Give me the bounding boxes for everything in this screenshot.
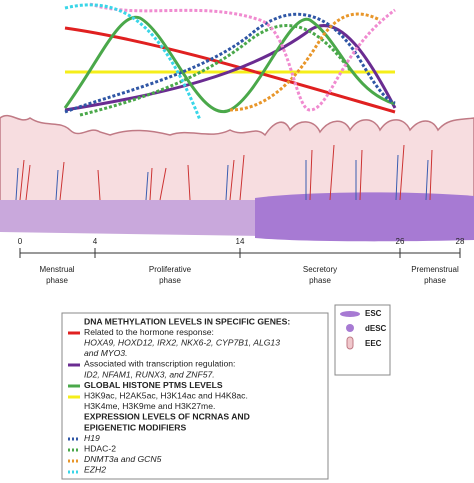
- esc-icon: [340, 311, 360, 317]
- legend-text: HOXA9, HOXD12, IRX2, NKX6-2, CYP7B1, ALG…: [84, 337, 280, 347]
- phase-label: phase: [159, 276, 181, 285]
- legend-box: [61, 312, 329, 480]
- legend-text: H3K4me, H3K9me and H3K27me.: [84, 401, 215, 411]
- phase-label: phase: [46, 276, 68, 285]
- phase-label: Secretory: [303, 265, 337, 274]
- legend-text: HDAC-2: [84, 443, 116, 453]
- day-label: 0: [18, 237, 23, 246]
- day-label: 28: [456, 237, 465, 246]
- curves: [63, 2, 397, 121]
- legend-text: and MYO3.: [84, 348, 127, 358]
- phase-label: phase: [309, 276, 331, 285]
- legend-text: GLOBAL HISTONE PTMS LEVELS: [84, 380, 223, 390]
- legend-text: H3K9ac, H2AK5ac, H3K14ac and H4K8ac.: [84, 390, 248, 400]
- legend-text: H19: [84, 433, 100, 443]
- phase-label: Premenstrual: [411, 265, 459, 274]
- cell-label: EEC: [365, 339, 382, 348]
- legend-text: EZH2: [84, 465, 106, 475]
- eec-icon: [346, 336, 354, 350]
- cell-label: dESC: [365, 324, 387, 333]
- legend-text: EPIGENETIC MODIFIERS: [84, 422, 186, 432]
- cell-label: ESC: [365, 309, 382, 318]
- phase-label: Proliferative: [149, 265, 192, 274]
- legend-text: Associated with transcription regulation…: [84, 359, 235, 369]
- day-label: 14: [236, 237, 245, 246]
- legend-text: ID2, NFAM1, RUNX3, and ZNF57.: [84, 369, 215, 379]
- legend-text: DNA METHYLATION LEVELS IN SPECIFIC GENES…: [84, 316, 290, 326]
- day-label: 4: [93, 237, 98, 246]
- phase-label: phase: [424, 276, 446, 285]
- phase-label: Menstrual: [39, 265, 74, 274]
- day-label: 26: [396, 237, 405, 246]
- desc-icon: [346, 324, 354, 332]
- legend-text: Related to the hormone response:: [84, 327, 214, 337]
- legend-text: EXPRESSION LEVELS OF NCRNAS AND: [84, 412, 250, 422]
- cell-legend-box: [334, 304, 391, 376]
- tissue: [0, 114, 474, 242]
- legend-text: DNMT3a and GCN5: [84, 454, 162, 464]
- legend-markers: [68, 331, 80, 474]
